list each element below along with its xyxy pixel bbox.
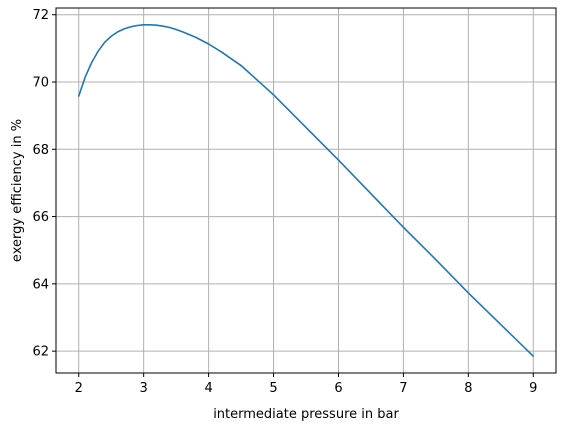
x-tick-label: 2 bbox=[75, 381, 83, 396]
x-axis-label: intermediate pressure in bar bbox=[213, 407, 399, 422]
x-axis-ticks: 2 3 4 5 6 7 8 9 bbox=[75, 373, 537, 396]
x-tick-label: 6 bbox=[334, 381, 342, 396]
x-tick-label: 3 bbox=[140, 381, 148, 396]
y-tick-label: 66 bbox=[32, 210, 49, 225]
y-tick-label: 72 bbox=[32, 8, 49, 23]
x-tick-label: 5 bbox=[269, 381, 277, 396]
x-tick-label: 7 bbox=[399, 381, 407, 396]
series-group bbox=[77, 24, 535, 357]
plot-area-frame bbox=[55, 7, 557, 374]
y-axis-label: exergy efficiency in % bbox=[10, 119, 25, 262]
y-tick-label: 64 bbox=[32, 277, 49, 292]
y-tick-label: 70 bbox=[32, 76, 49, 91]
y-tick-label: 68 bbox=[32, 143, 49, 158]
series-line bbox=[77, 24, 535, 357]
x-tick-label: 8 bbox=[464, 381, 472, 396]
x-tick-label: 9 bbox=[529, 381, 537, 396]
grid-lines bbox=[56, 8, 556, 373]
x-tick-label: 4 bbox=[204, 381, 212, 396]
y-axis-ticks: 62 64 66 68 70 72 bbox=[32, 8, 56, 360]
y-tick-label: 62 bbox=[32, 345, 49, 360]
